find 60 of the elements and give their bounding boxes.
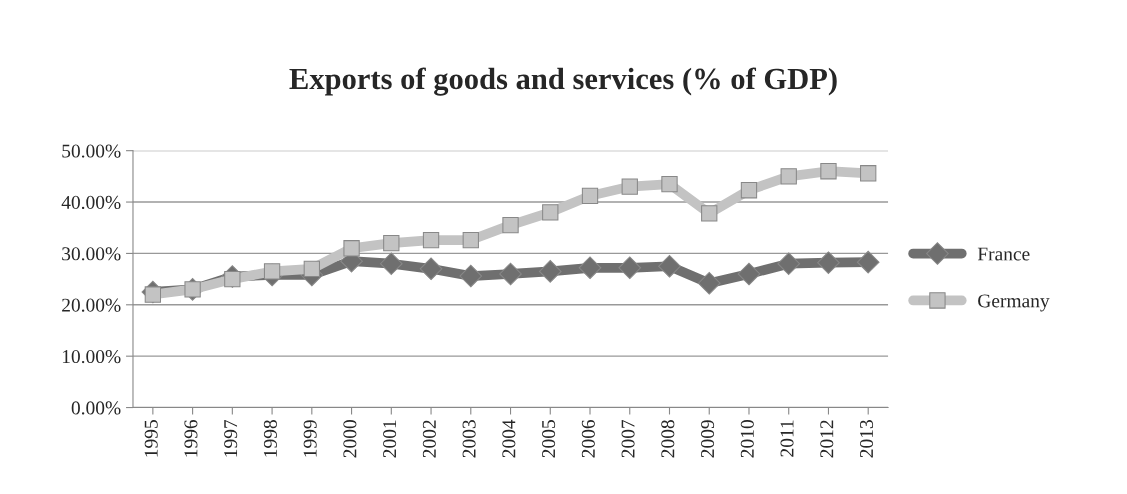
y-tick-label: 50.00% (62, 144, 121, 158)
x-tick-label: 1999 (303, 420, 317, 457)
point (618, 256, 642, 280)
x-tick-label: 2008 (661, 420, 675, 458)
point (737, 262, 761, 286)
point (542, 204, 559, 221)
point (462, 231, 479, 249)
point (499, 262, 522, 286)
y-tick-label: 30.00% (62, 247, 121, 261)
x-tick-label: 2013 (859, 420, 874, 458)
point (422, 231, 440, 249)
point (459, 264, 483, 288)
x-tick-label: 2006 (581, 419, 595, 458)
x-tick-label: 1997 (224, 419, 238, 457)
point (581, 187, 599, 205)
x-tick-label: 2011 (780, 420, 794, 457)
point (379, 252, 403, 276)
point (817, 251, 840, 274)
x-tick-label: 2009 (700, 420, 715, 458)
x-tick-label: 2007 (621, 419, 635, 458)
point (502, 217, 519, 234)
point (144, 286, 162, 303)
point (303, 260, 320, 277)
x-tick-label: 2005 (542, 420, 556, 458)
point (343, 240, 360, 257)
legend-label: Germany (978, 294, 1050, 312)
point (701, 205, 718, 222)
chart-title: Exports of goods and services (% of GDP) (289, 67, 837, 96)
point (224, 270, 241, 288)
y-tick-label: 0.00% (71, 401, 121, 415)
point (777, 252, 801, 276)
x-tick-label: 2003 (462, 420, 476, 458)
point (661, 175, 678, 193)
y-tick-label: 20.00% (62, 298, 121, 312)
x-tick-label: 1995 (144, 420, 158, 457)
x-tick-label: 2001 (383, 420, 397, 458)
x-tick-label: 1998 (263, 420, 277, 457)
x-tick-label: 2000 (343, 420, 357, 458)
y-tick-label: 10.00% (62, 349, 121, 364)
point (383, 234, 400, 252)
x-tick-label: 2012 (820, 420, 834, 458)
point (820, 163, 837, 180)
point (263, 263, 281, 280)
x-tick-label: 2010 (740, 420, 754, 458)
point (860, 165, 877, 182)
point (856, 250, 880, 274)
legend-label: France (977, 247, 1030, 261)
point (621, 178, 638, 195)
x-tick-label: 2002 (422, 420, 436, 458)
x-tick-label: 2004 (502, 419, 516, 458)
point (658, 254, 681, 278)
point (740, 182, 758, 199)
point (419, 257, 443, 281)
point (697, 271, 721, 295)
point (538, 260, 562, 283)
point (184, 281, 201, 298)
x-tick-label: 1996 (184, 419, 198, 457)
point (780, 168, 797, 185)
point (578, 256, 602, 280)
y-tick-label: 40.00% (61, 195, 121, 210)
